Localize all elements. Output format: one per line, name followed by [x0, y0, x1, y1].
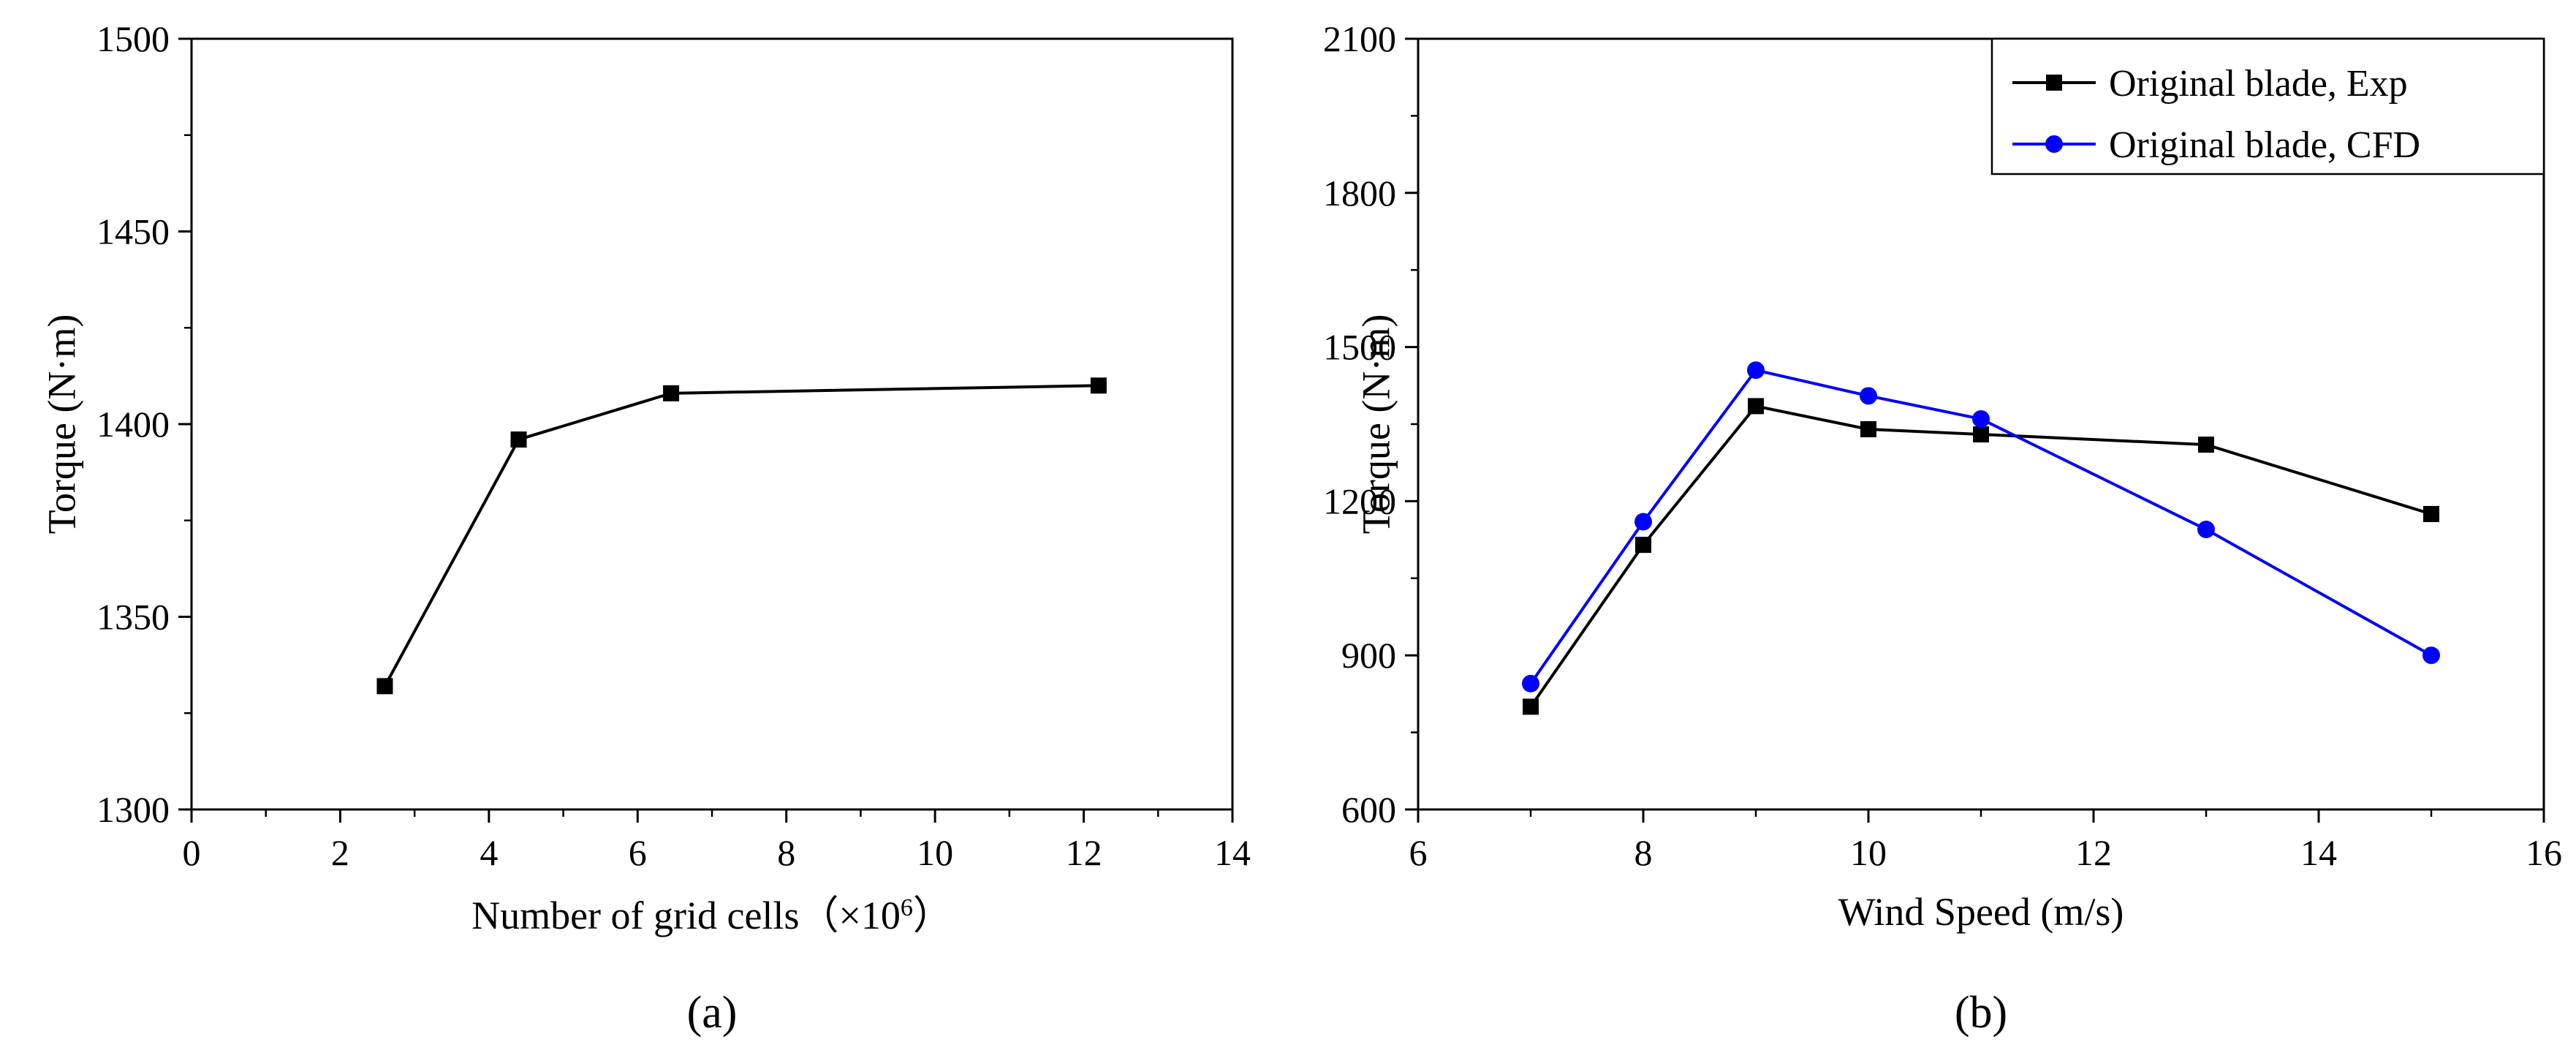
chart-b-series-1-point: [1748, 398, 1764, 415]
chart-b-x-tick-label: 12: [2075, 832, 2112, 873]
chart-a-x-tick-label: 10: [917, 832, 953, 873]
chart-b-legend-box: [1990, 37, 2545, 175]
chart-a-panel-label: (a): [687, 988, 738, 1038]
chart-a-y-tick-label: 1350: [96, 597, 170, 638]
chart-a-x-axis-label-main: Number of grid cells（×10: [471, 894, 901, 937]
chart-b-x-tick-label: 8: [1634, 832, 1653, 873]
chart-a-y-axis-label: Torque (N·m): [39, 314, 83, 535]
chart-b-legend-label-2: Original blade, CFD: [2109, 124, 2420, 166]
chart-b-series-1-point: [1860, 421, 1876, 438]
chart-a-series-1-point: [510, 431, 527, 448]
chart-b-y-tick-label: 600: [1341, 789, 1396, 830]
chart-a-x-tick-label: 12: [1066, 832, 1102, 873]
chart-b-series-2-point: [1522, 674, 1539, 692]
chart-b-y-axis-label: Torque (N·m): [1354, 314, 1398, 535]
chart-b-legend-items: Original blade, Exp Original blade, CFD: [2012, 63, 2420, 166]
chart-b-ticks: 6 8 10 12 14 16 600 900 1200 1500 1800 2100: [1323, 18, 2562, 873]
chart-a-y-tick-label: 1300: [96, 789, 170, 830]
chart-a-y-tick-label: 1450: [96, 211, 170, 252]
chart-b-series-1-point: [2423, 505, 2439, 522]
chart-b-series-2-point: [1634, 513, 1652, 531]
chart-b-series-1-point: [1523, 698, 1539, 715]
chart-a-ticks: 0 2 4 6 8 10 12 14 1300 1350 1400 1450 1500: [96, 18, 1251, 873]
chart-b-series-1-point: [1635, 537, 1651, 554]
chart-b-x-tick-label: 16: [2526, 832, 2562, 873]
chart-a-x-axis-label: Number of grid cells（×106）: [471, 894, 952, 937]
chart-b: 6 8 10 12 14 16 600 900 1200 1500 1800 2100 Origina…: [1323, 18, 2562, 1038]
chart-a-x-axis-label-superscript: 6: [901, 894, 913, 921]
chart-b-series-1-point: [2198, 437, 2214, 453]
chart-b-series: [1522, 361, 2440, 715]
chart-b-y-tick-label: 1500: [1323, 327, 1396, 368]
chart-b-series-2-point: [2197, 521, 2215, 539]
chart-a-x-tick-label: 2: [331, 832, 349, 873]
chart-a-x-tick-label: 14: [1214, 832, 1251, 873]
chart-b-x-tick-label: 10: [1850, 832, 1887, 873]
chart-b-series-1-point: [1973, 426, 1989, 443]
chart-b-series-2-point: [2422, 646, 2440, 665]
chart-a-y-tick-label: 1400: [96, 404, 170, 445]
chart-a-series-1-point: [376, 678, 393, 695]
chart-b-x-axis-label: Wind Speed (m/s): [1838, 890, 2124, 934]
chart-b-legend-marker-2: [2045, 135, 2063, 153]
chart-b-y-tick-label: 1800: [1323, 173, 1396, 214]
chart-a-series-1-point: [663, 385, 680, 401]
chart-b-legend-label-1: Original blade, Exp: [2109, 63, 2408, 105]
chart-b-legend: Original blade, Exp Original blade, CFD: [1990, 37, 2545, 175]
chart-a-x-tick-label: 4: [480, 832, 498, 873]
chart-b-legend-marker-1: [2046, 75, 2062, 91]
chart-a-series-1-line: [383, 384, 1099, 687]
chart-b-series-2-point: [1747, 361, 1765, 380]
chart-a-series: [376, 377, 1107, 695]
chart-b-y-tick-label: 2100: [1323, 18, 1396, 59]
chart-b-series-2-point: [1972, 409, 1990, 428]
chart-a-y-tick-label: 1500: [96, 18, 170, 59]
chart-b-series-2-point: [1860, 387, 1877, 405]
chart-a-series-1-point: [1090, 377, 1107, 394]
chart-b-x-tick-label: 6: [1409, 832, 1428, 873]
chart-a: 0 2 4 6 8 10 12 14 1300 1350 1400 1450 1500 Number o…: [39, 18, 1251, 1038]
chart-a-x-tick-label: 8: [777, 832, 795, 873]
chart-b-y-tick-label: 900: [1341, 635, 1396, 676]
chart-a-x-tick-label: 6: [629, 832, 647, 873]
chart-b-x-tick-label: 14: [2300, 832, 2337, 873]
chart-a-x-axis-label-tail: ）: [913, 894, 952, 937]
chart-b-panel-label: (b): [1955, 988, 2007, 1038]
chart-a-x-tick-label: 0: [183, 832, 201, 873]
chart-b-y-tick-label: 1200: [1323, 480, 1396, 521]
